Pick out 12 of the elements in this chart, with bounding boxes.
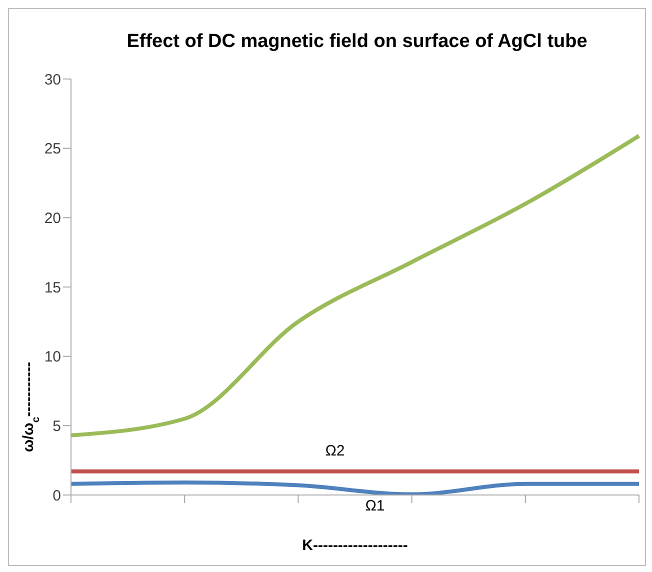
- y-tick-label: 10: [44, 348, 61, 366]
- line-series: [69, 134, 641, 438]
- y-tick-label: 15: [44, 279, 61, 296]
- x-axis-title: K-------------------: [302, 537, 408, 554]
- series-label: Ω2: [325, 442, 345, 460]
- y-tick-label: 0: [52, 487, 61, 504]
- y-tick-label: 5: [52, 418, 61, 435]
- y-tick-label: 30: [44, 71, 61, 88]
- chart-title: Effect of DC magnetic field on surface of AgCl tube: [126, 31, 588, 52]
- y-tick-label: 20: [44, 210, 61, 227]
- series-label: Ω1: [365, 497, 385, 514]
- y-tick-label: 25: [44, 140, 61, 158]
